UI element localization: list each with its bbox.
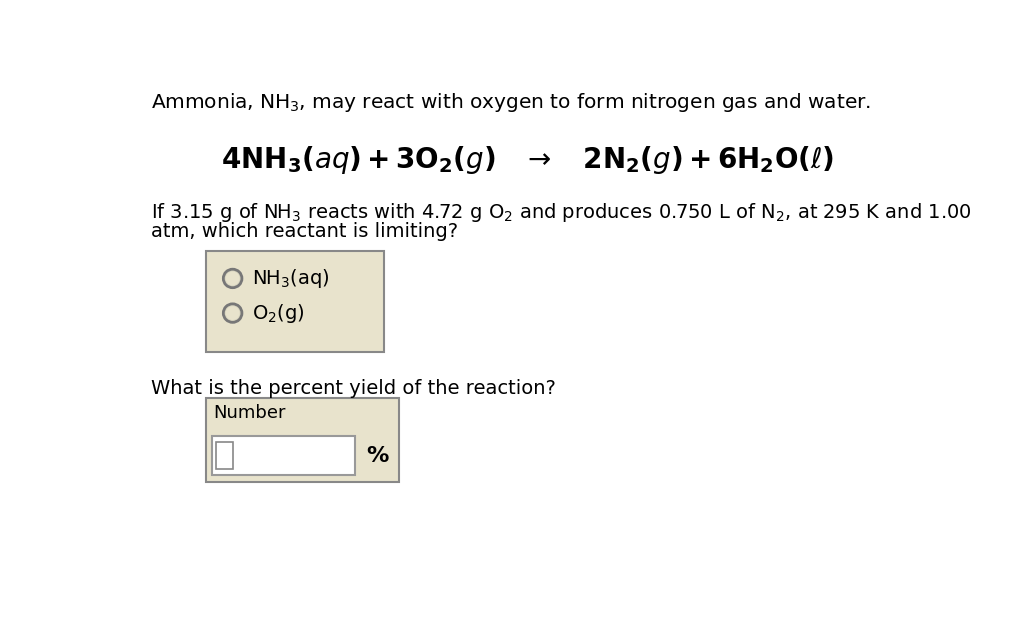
FancyBboxPatch shape [206, 398, 399, 482]
Text: %: % [367, 446, 389, 466]
Text: O$_2$(g): O$_2$(g) [252, 301, 305, 325]
Circle shape [223, 269, 242, 288]
Circle shape [225, 306, 240, 320]
Text: atm, which reactant is limiting?: atm, which reactant is limiting? [152, 222, 459, 241]
Text: If 3.15 g of NH$_3$ reacts with 4.72 g O$_2$ and produces 0.750 L of N$_2$, at 2: If 3.15 g of NH$_3$ reacts with 4.72 g O… [152, 202, 972, 224]
FancyBboxPatch shape [206, 252, 384, 352]
Circle shape [223, 304, 242, 322]
Text: $\bf{4NH_3(}$$aq$$\bf{)+3O_2(}$$g$$\bf{)}$   $\rightarrow$   $\bf{2N_2(}$$g$$\bf: $\bf{4NH_3(}$$aq$$\bf{)+3O_2(}$$g$$\bf{)… [221, 144, 835, 175]
Text: Number: Number [213, 404, 286, 422]
Text: What is the percent yield of the reaction?: What is the percent yield of the reactio… [152, 379, 556, 397]
Text: Ammonia, NH$_3$, may react with oxygen to form nitrogen gas and water.: Ammonia, NH$_3$, may react with oxygen t… [152, 91, 871, 114]
Text: NH$_3$(aq): NH$_3$(aq) [252, 267, 330, 290]
FancyBboxPatch shape [216, 443, 232, 469]
FancyBboxPatch shape [212, 436, 355, 475]
Circle shape [225, 272, 240, 285]
